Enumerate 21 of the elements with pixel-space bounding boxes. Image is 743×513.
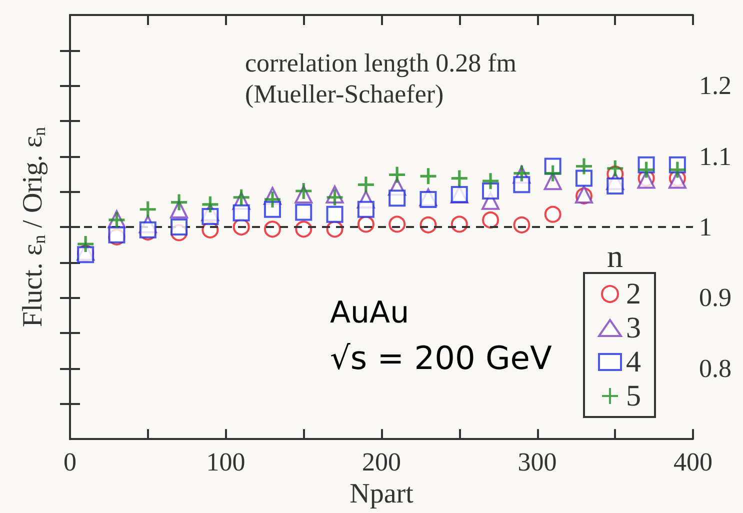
x-axis-title: Npart [350,478,414,510]
y-tick-label: 1 [699,212,712,242]
x-tick-label: 300 [518,448,557,477]
legend-label: 3 [626,312,641,344]
x-tick-label: 400 [674,448,712,477]
y-tick-label: 1.2 [699,71,732,100]
annotation: correlation length 0.28 fm [244,48,516,78]
annotation: √s = 200 GeV [330,339,552,377]
legend-label: 2 [626,278,641,310]
legend-label: 4 [626,346,641,378]
x-tick-label: 100 [206,448,246,477]
legend-label: 5 [626,380,641,412]
y-tick-label: 1.1 [699,142,732,171]
legend-title: n [607,238,623,274]
annotation: AuAu [330,296,410,330]
annotation: (Mueller-Schaefer) [244,80,444,108]
y-tick-label: 0.9 [699,283,732,312]
x-tick-label: 200 [362,448,401,477]
y-axis-title: Fluct. εn / Orig. εn [18,126,49,328]
x-tick-label: 0 [64,448,76,477]
y-tick-label: 0.8 [699,354,732,383]
